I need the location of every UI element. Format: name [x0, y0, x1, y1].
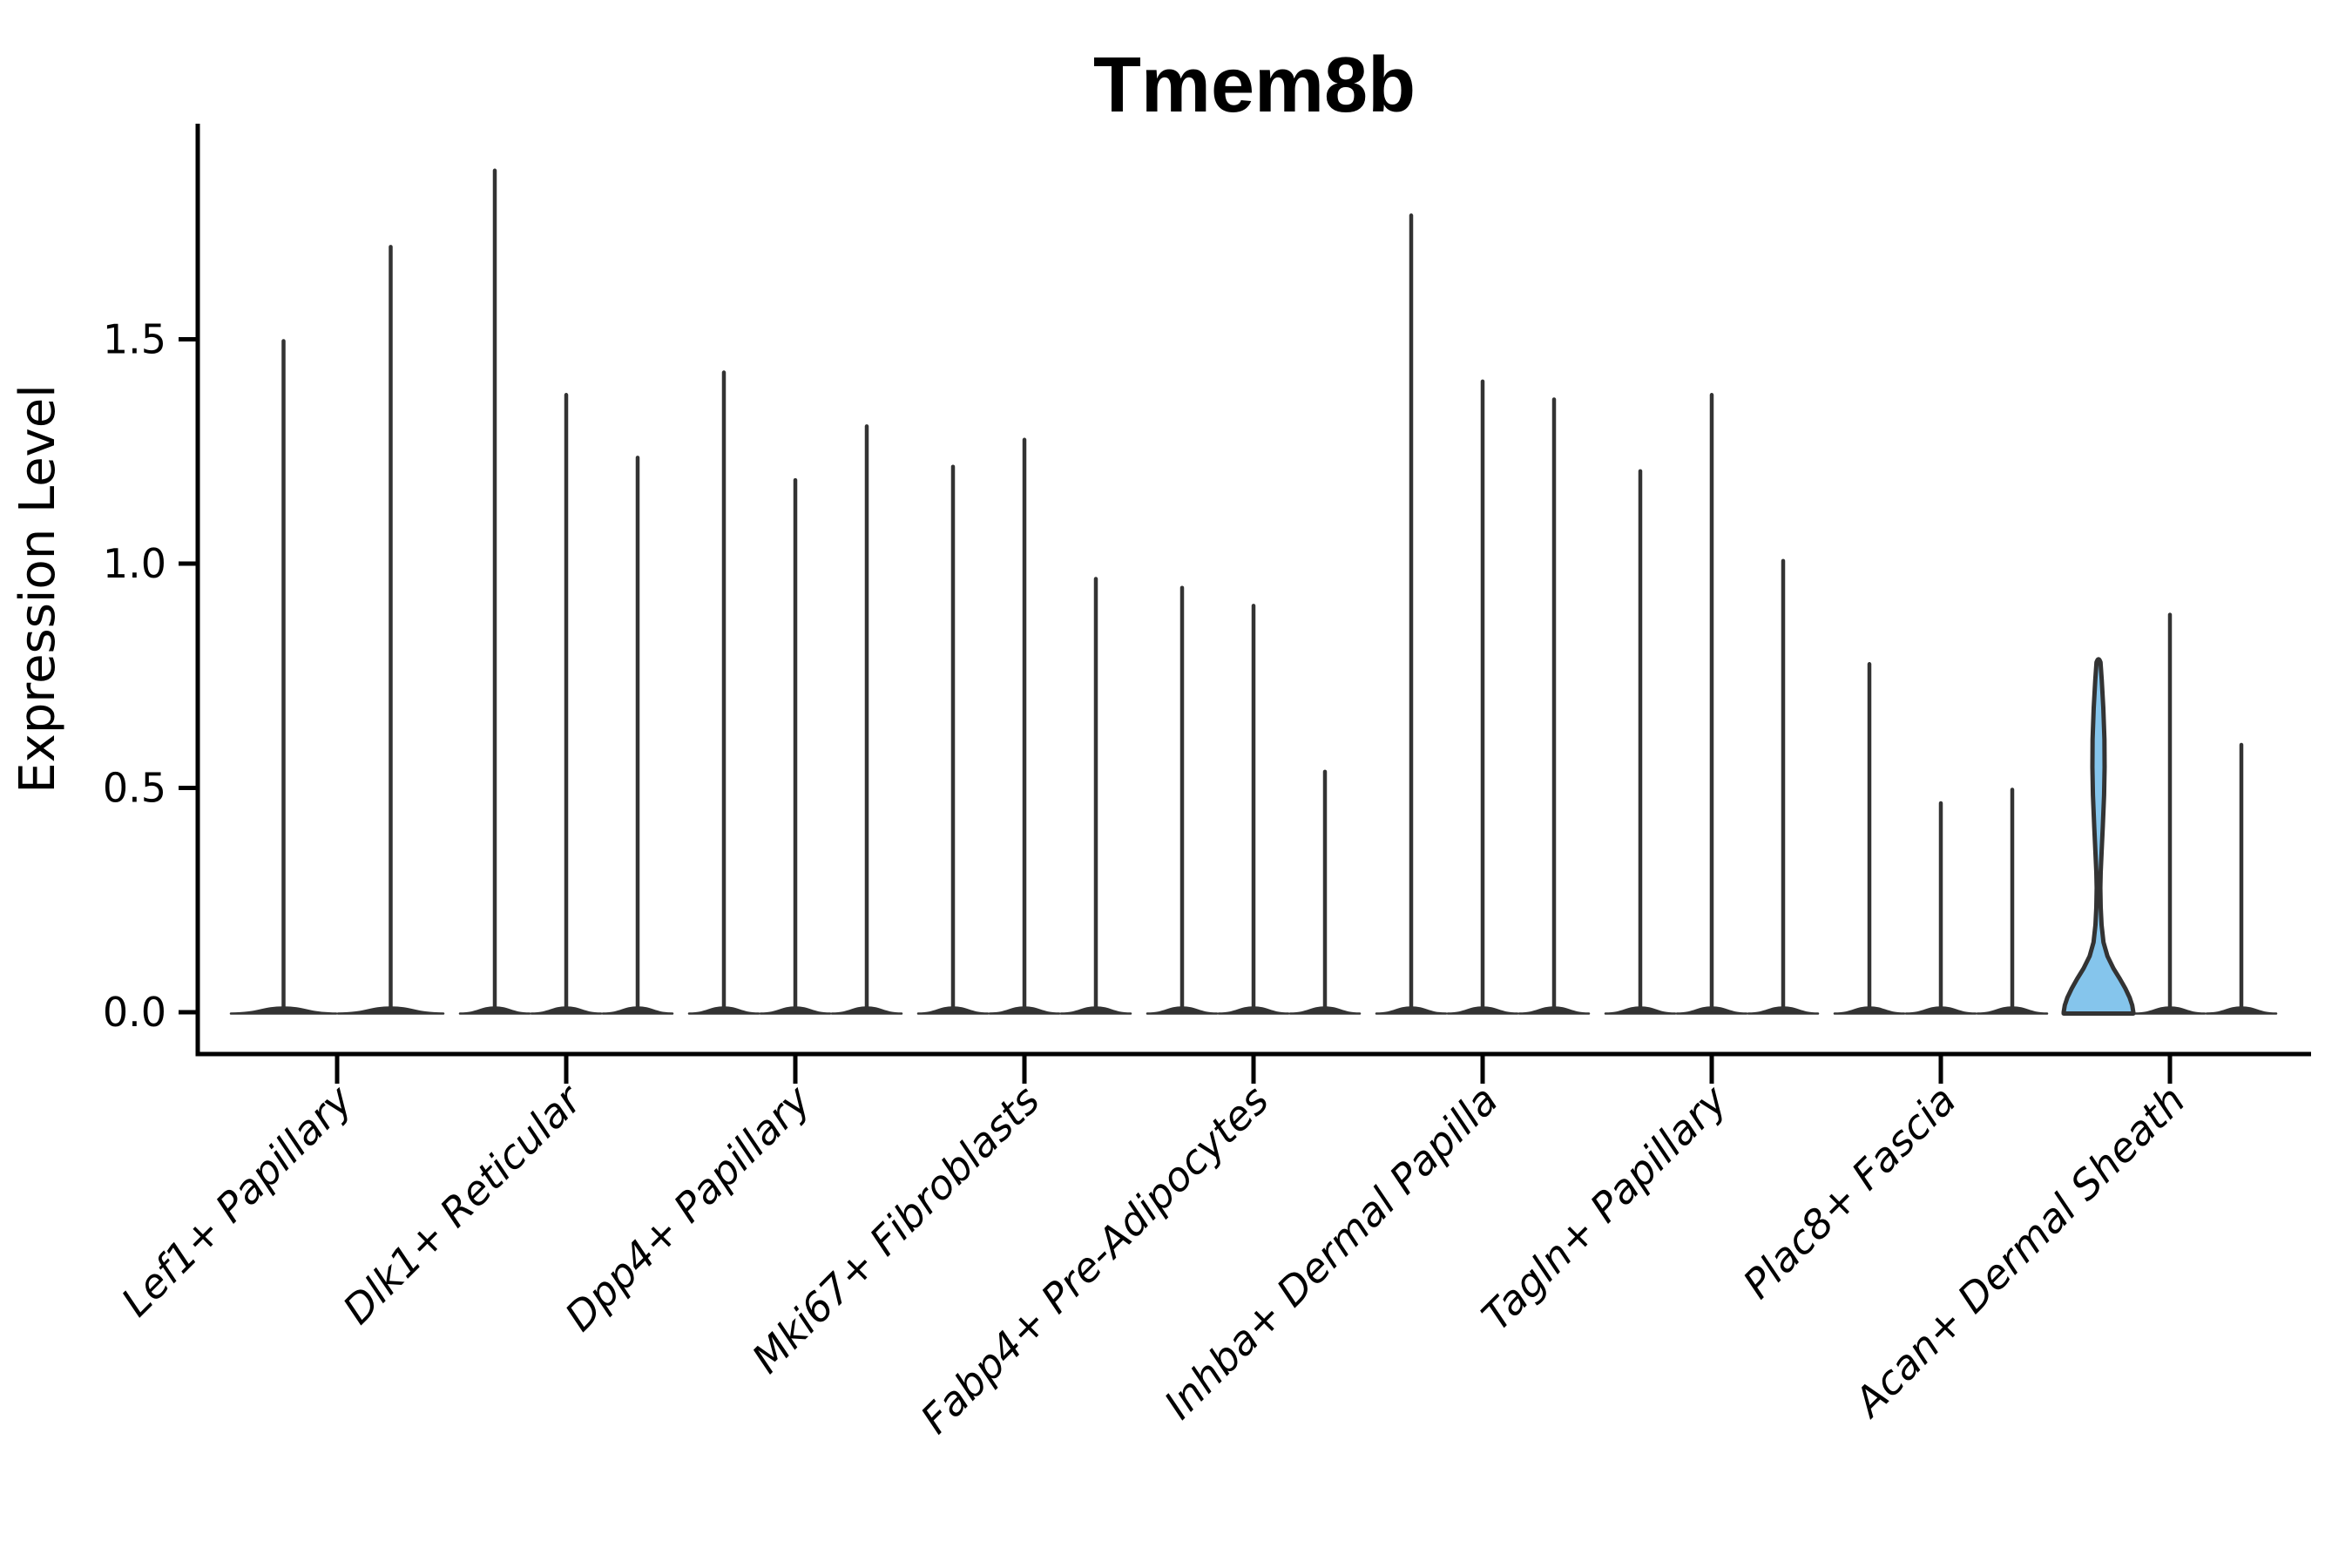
violin-3-1	[988, 437, 1061, 1015]
y-axis-label: Expression Level	[10, 384, 66, 794]
violin-1-0	[458, 168, 531, 1015]
violin-5-2	[1517, 397, 1591, 1015]
violin-4-2	[1288, 769, 1362, 1015]
violin-7-1	[1904, 801, 1977, 1015]
chart-title: Tmem8b	[1093, 42, 1416, 129]
x-tick-label-1: Dlk1+ Reticular	[334, 1074, 592, 1333]
violin-8-2	[2205, 742, 2278, 1015]
x-tick-label-0: Lef1+ Papillary	[112, 1076, 362, 1325]
violin-4-1	[1217, 604, 1290, 1015]
violin-2-2	[830, 424, 903, 1015]
y-tick-label-2: 1.0	[103, 540, 166, 587]
y-tick-label-1: 0.5	[103, 765, 166, 812]
violin-group-1	[458, 168, 674, 1015]
violin-5-1	[1446, 379, 1519, 1015]
violin-4-0	[1146, 585, 1219, 1015]
violin-7-0	[1833, 662, 1906, 1015]
violin-group-3	[916, 437, 1132, 1015]
axes-spines	[195, 124, 2311, 1057]
violin-8-0	[2061, 657, 2136, 1016]
violin-group-6	[1604, 393, 1820, 1015]
violin-1-1	[530, 393, 603, 1015]
violin-2-0	[687, 370, 760, 1015]
violin-0-1	[336, 245, 445, 1015]
violin-6-2	[1747, 558, 1820, 1015]
violin-3-0	[916, 464, 990, 1015]
violin-1-2	[601, 456, 674, 1015]
violin-0-0	[229, 339, 338, 1015]
y-tick-label-0: 0.0	[103, 989, 166, 1036]
violin-group-7	[1833, 662, 2049, 1015]
y-tick-label-3: 1.5	[103, 316, 166, 363]
violin-6-0	[1604, 469, 1677, 1015]
violin-8-1	[2133, 612, 2207, 1015]
violin-2-1	[759, 477, 832, 1015]
violin-group-0	[229, 245, 445, 1015]
violin-group-8	[2061, 612, 2278, 1016]
x-tick-label-2: Dpp4+ Papillary	[556, 1076, 820, 1340]
violin-3-2	[1059, 577, 1132, 1015]
violin-group-5	[1375, 213, 1591, 1015]
violin-7-2	[1976, 787, 2049, 1015]
x-tick-label-6: Tagln+ Papillary	[1472, 1076, 1736, 1340]
violin-group-2	[687, 370, 903, 1015]
x-tick-label-7: Plac8+ Fascia	[1734, 1077, 1964, 1308]
violin-group-4	[1146, 585, 1362, 1015]
violin-5-0	[1375, 213, 1448, 1015]
highlighted-violin-shape	[2061, 657, 2136, 1016]
violin-6-1	[1675, 393, 1748, 1015]
